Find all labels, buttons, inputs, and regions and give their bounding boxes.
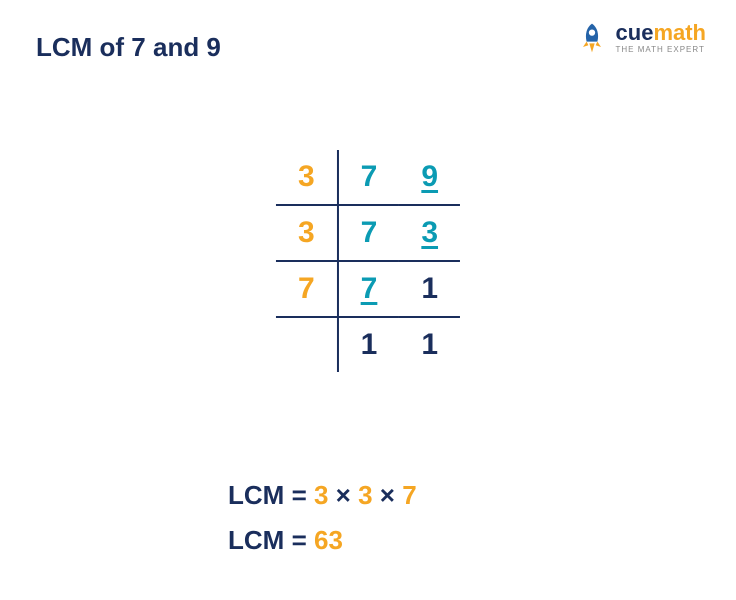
lcm-label-2: LCM: [228, 525, 284, 555]
value-cell: 9: [399, 150, 460, 205]
value-cell: 1: [399, 261, 460, 317]
divisor-cell: [276, 317, 338, 372]
times-sign: ×: [328, 480, 358, 510]
factor-value: 3: [314, 480, 328, 510]
value-cell: 1: [399, 317, 460, 372]
eq-1: =: [292, 480, 307, 510]
title-text: LCM of 7 and 9: [36, 32, 221, 62]
page-title: LCM of 7 and 9: [36, 32, 221, 63]
value-cell: 3: [399, 205, 460, 261]
logo-text: cuemath THE MATH EXPERT: [616, 22, 706, 54]
value-cell: 7: [338, 261, 400, 317]
lcm-product: LCM = 63: [228, 525, 508, 556]
divisor-cell: 3: [276, 205, 338, 261]
brand-logo: cuemath THE MATH EXPERT: [574, 20, 706, 56]
value-cell: 7: [338, 205, 400, 261]
lcm-result: LCM = 3 × 3 × 7 LCM = 63: [228, 480, 508, 570]
rocket-icon: [574, 20, 610, 56]
times-sign: ×: [373, 480, 403, 510]
value-cell: 1: [338, 317, 400, 372]
factor-value: 3: [358, 480, 372, 510]
logo-tagline: THE MATH EXPERT: [616, 46, 706, 54]
value-cell: 7: [338, 150, 400, 205]
division-ladder: 37937377111: [276, 150, 460, 372]
lcm-factorization: LCM = 3 × 3 × 7: [228, 480, 508, 511]
logo-brand: cuemath: [616, 22, 706, 44]
lcm-value: 63: [314, 525, 343, 555]
divisor-cell: 7: [276, 261, 338, 317]
divisor-cell: 3: [276, 150, 338, 205]
eq-2: =: [292, 525, 307, 555]
logo-cue: cue: [616, 20, 654, 45]
lcm-label-1: LCM: [228, 480, 284, 510]
factor-value: 7: [402, 480, 416, 510]
logo-math: math: [653, 20, 706, 45]
